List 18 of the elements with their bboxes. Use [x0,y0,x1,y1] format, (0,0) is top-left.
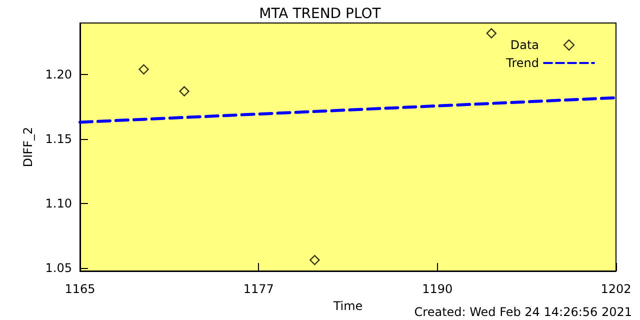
legend-label: Data [510,38,539,52]
legend-label: Trend [505,56,539,70]
x-axis-title: Time [332,298,363,313]
point [138,64,149,74]
x-tick-label: 1165 [64,282,96,296]
chart-title: MTA TREND PLOT [259,6,382,22]
point [310,254,320,266]
y-tick-label: 1.10 [45,196,72,210]
y-tick-label: 1.15 [45,132,72,146]
x-tick-label: 1177 [243,282,274,296]
y-tick-label: 1.20 [45,68,72,82]
x-tick-label: 1190 [422,282,453,296]
x-tick-label: 1202 [600,282,632,296]
text: Created: Wed Feb 24 14:26:56 2021 [414,305,632,319]
y-axis-title: DIFF_2 [21,126,35,168]
y-tick-label: 1.05 [45,260,72,275]
point [179,86,190,96]
point [486,28,497,38]
